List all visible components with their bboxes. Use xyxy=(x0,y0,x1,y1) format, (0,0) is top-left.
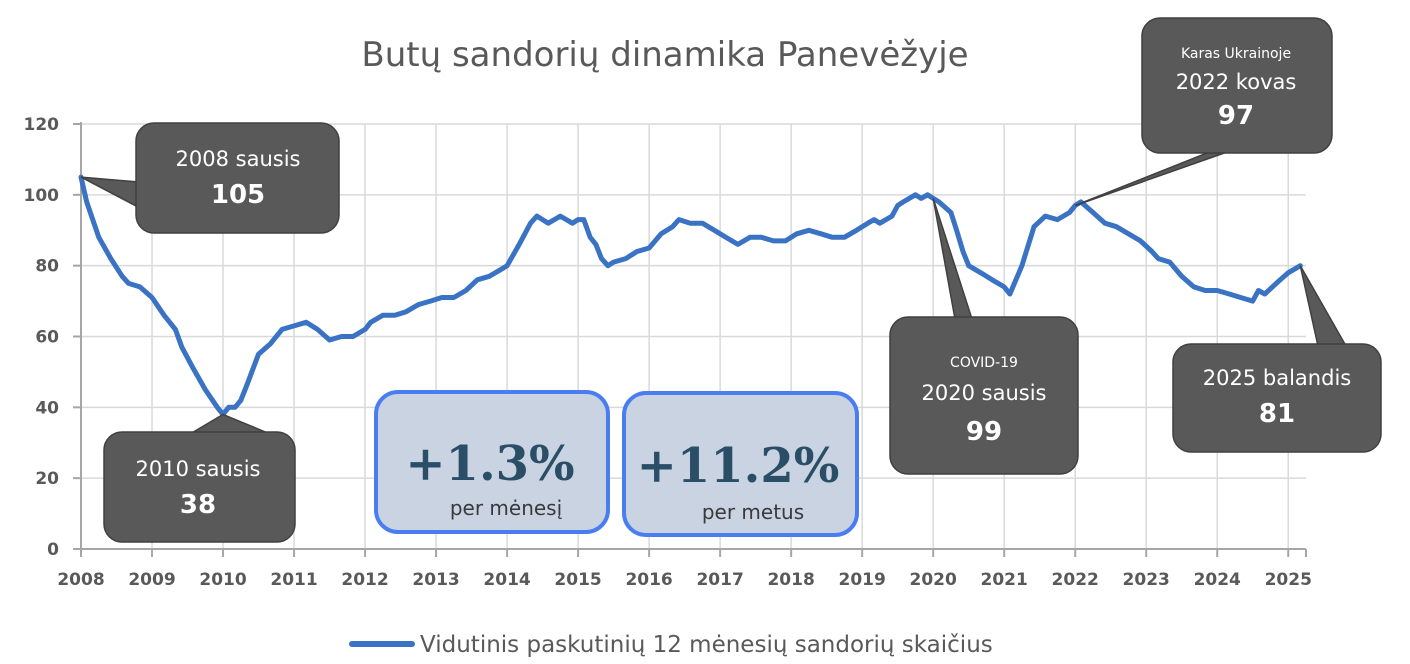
callout: 2010 sausis 38 xyxy=(103,413,296,543)
callout: 2008 sausis 105 xyxy=(80,122,340,234)
callout-value: 105 xyxy=(211,180,265,210)
stat-boxes: +1.3% per mėnesį +11.2% per metus xyxy=(374,390,859,537)
x-tick-label: 2016 xyxy=(625,570,672,590)
x-axis-ticks: 2008 2009 2010 2011 2012 2013 2014 2015 2016 2017… xyxy=(57,570,1312,590)
y-tick-label: 60 xyxy=(35,328,59,348)
y-tick-label: 0 xyxy=(47,540,59,560)
callout: 2025 balandis 81 xyxy=(1172,265,1382,453)
stat-box: +1.3% per mėnesį xyxy=(374,390,610,534)
callout-box xyxy=(889,316,1079,475)
x-tick-label: 2012 xyxy=(341,570,388,590)
y-tick-label: 20 xyxy=(35,469,59,489)
legend-label: Vidutinis paskutinių 12 mėnesių sandorių… xyxy=(420,632,993,658)
callout-box xyxy=(103,431,296,543)
callout-pointer xyxy=(1299,265,1348,347)
stat-value: +11.2% xyxy=(637,438,840,494)
x-tick-label: 2009 xyxy=(128,570,175,590)
callout-value: 99 xyxy=(966,417,1002,447)
stat-value: +1.3% xyxy=(405,436,574,492)
y-tick-label: 80 xyxy=(35,257,59,277)
x-tick-label: 2024 xyxy=(1194,570,1241,590)
y-tick-label: 120 xyxy=(24,115,60,135)
chart-title: Butų sandorių dinamika Panevėžyje xyxy=(361,35,968,75)
callout-subtitle: Karas Ukrainoje xyxy=(1181,46,1291,62)
series-line xyxy=(78,174,1303,417)
callout-box xyxy=(135,122,340,234)
callout-pointer xyxy=(1074,150,1231,207)
x-tick-label: 2022 xyxy=(1052,570,1099,590)
x-tick-label: 2018 xyxy=(767,570,814,590)
x-tick-label: 2013 xyxy=(412,570,459,590)
x-tick-label: 2008 xyxy=(57,570,104,590)
callout-label: 2025 balandis xyxy=(1203,366,1351,390)
callout-label: 2022 kovas xyxy=(1176,70,1297,94)
x-tick-label: 2019 xyxy=(838,570,885,590)
callout-box xyxy=(1172,343,1382,453)
y-tick-label: 40 xyxy=(35,398,59,418)
callout-value: 38 xyxy=(180,490,216,520)
callout-value: 81 xyxy=(1259,399,1295,429)
axes xyxy=(73,122,1307,557)
callout: COVID-19 2020 sausis 99 xyxy=(889,198,1079,475)
x-tick-label: 2010 xyxy=(199,570,246,590)
x-tick-label: 2014 xyxy=(483,570,530,590)
callouts: 2008 sausis 105 2010 sausis 38 COVID-19 2020 … xyxy=(80,17,1382,543)
stat-label: per metus xyxy=(702,500,804,524)
x-tick-label: 2011 xyxy=(270,570,317,590)
stat-box: +11.2% per metus xyxy=(622,391,859,537)
callout: Karas Ukrainoje 2022 kovas 97 xyxy=(1074,17,1333,207)
y-tick-label: 100 xyxy=(24,186,60,206)
callout-label: 2020 sausis xyxy=(922,381,1047,405)
callout-subtitle: COVID-19 xyxy=(950,355,1018,371)
callout-box xyxy=(1141,17,1333,154)
x-tick-label: 2020 xyxy=(910,570,957,590)
x-tick-label: 2017 xyxy=(696,570,743,590)
callout-value: 97 xyxy=(1218,101,1254,131)
x-tick-label: 2021 xyxy=(981,570,1028,590)
x-tick-label: 2023 xyxy=(1123,570,1170,590)
x-tick-label: 2015 xyxy=(554,570,601,590)
x-tick-label: 2025 xyxy=(1265,570,1312,590)
callout-label: 2008 sausis xyxy=(176,147,301,171)
legend: Vidutinis paskutinių 12 mėnesių sandorių… xyxy=(349,632,993,658)
stat-box-bg xyxy=(622,391,859,537)
callout-pointer xyxy=(187,413,271,435)
stat-box-bg xyxy=(374,390,610,534)
stat-label: per mėnesį xyxy=(450,496,563,520)
y-axis-ticks: 0 20 40 60 80 100 120 xyxy=(24,115,60,560)
callout-label: 2010 sausis xyxy=(136,457,261,481)
